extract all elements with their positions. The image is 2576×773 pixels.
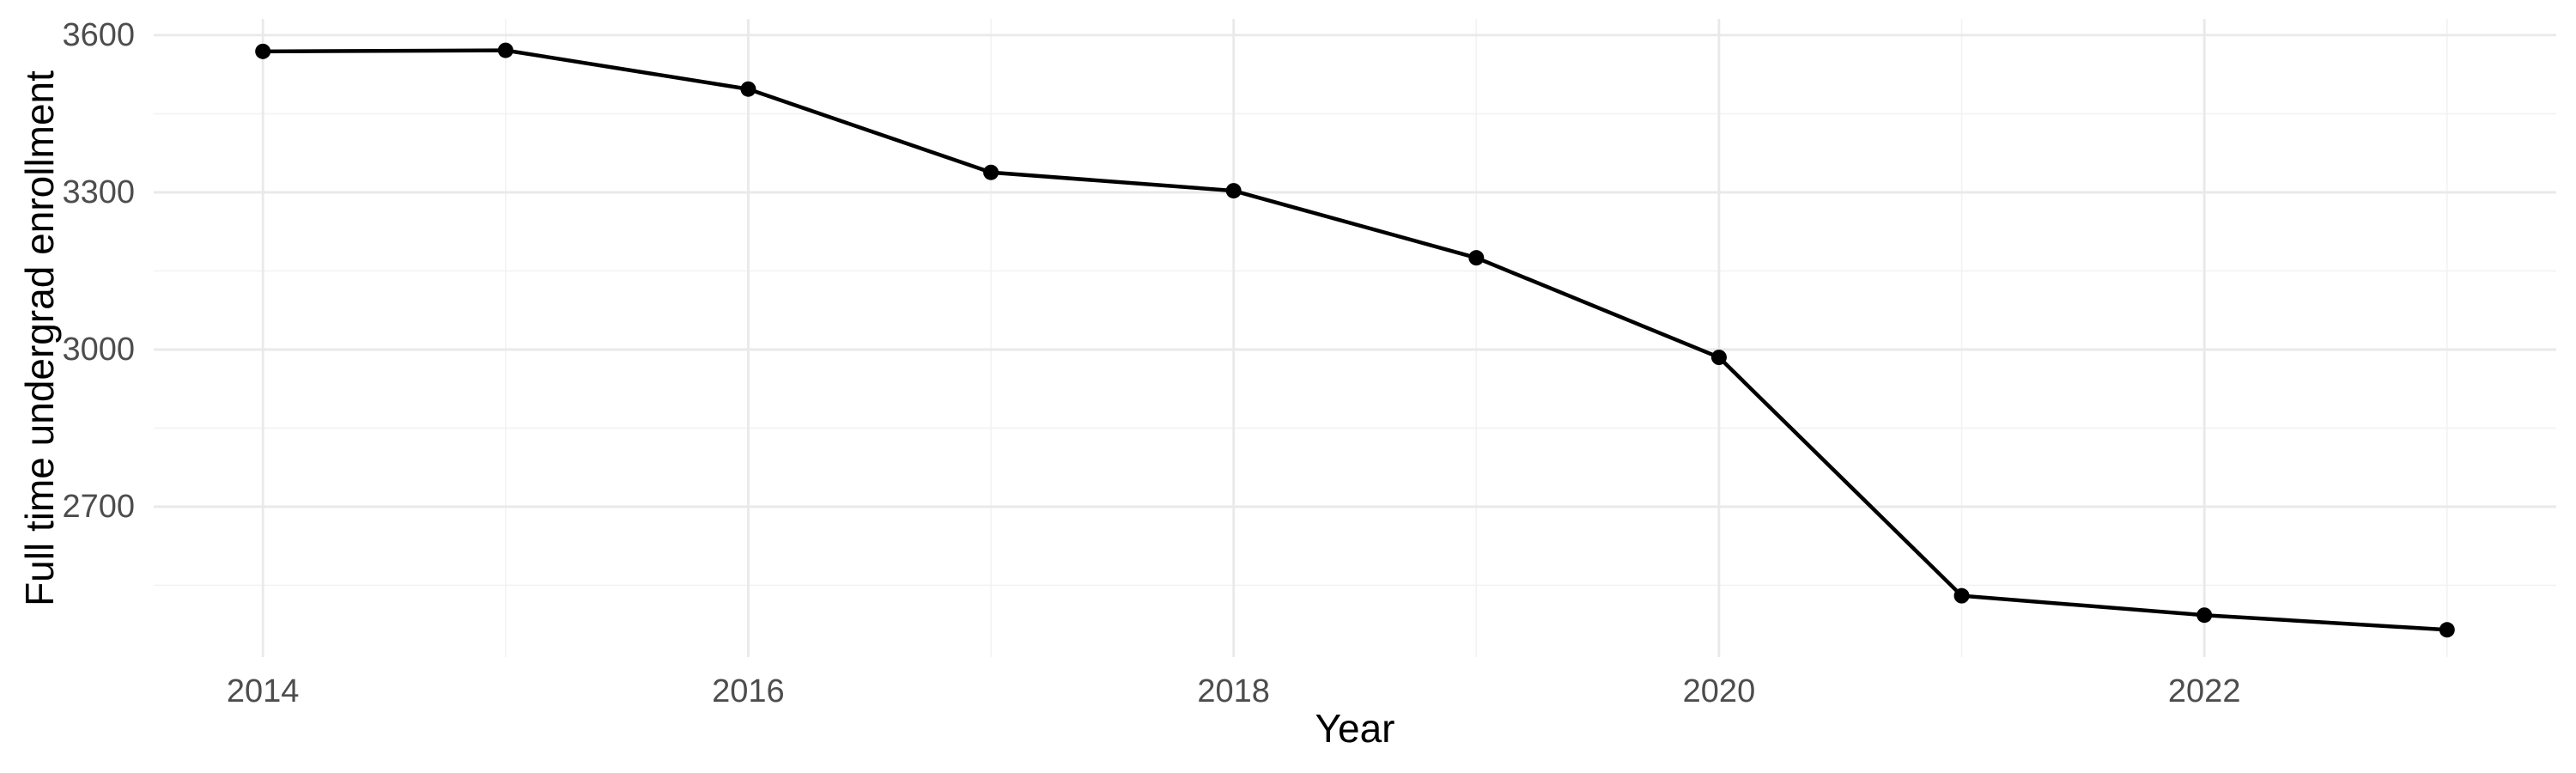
- x-tick-label: 2016: [712, 673, 785, 709]
- x-tick-label: 2014: [226, 673, 300, 709]
- x-tick-label: 2018: [1197, 673, 1270, 709]
- data-point: [2196, 607, 2213, 624]
- series-path: [263, 48, 2447, 632]
- data-point: [740, 81, 756, 97]
- minor-gridlines: [154, 19, 2556, 657]
- y-tick-label: 2700: [62, 488, 135, 525]
- data-point: [255, 43, 271, 59]
- y-tick-label: 3300: [62, 173, 135, 210]
- x-tick-label: 2022: [2167, 673, 2241, 709]
- y-tick-label: 3600: [62, 16, 135, 53]
- data-point: [1710, 350, 1727, 366]
- data-point: [2439, 622, 2455, 638]
- data-point: [983, 164, 999, 180]
- y-tick-label: 3000: [62, 331, 135, 368]
- data-point: [1468, 250, 1485, 266]
- major-gridlines: [154, 19, 2556, 657]
- data-point: [1953, 587, 1970, 604]
- x-tick-label: 2020: [1682, 673, 1756, 709]
- enrollment-data-points: [255, 42, 2455, 638]
- data-point: [497, 42, 513, 58]
- data-point: [1225, 183, 1242, 199]
- x-axis-title: Year: [1315, 706, 1395, 751]
- enrollment-series-line: [263, 48, 2447, 632]
